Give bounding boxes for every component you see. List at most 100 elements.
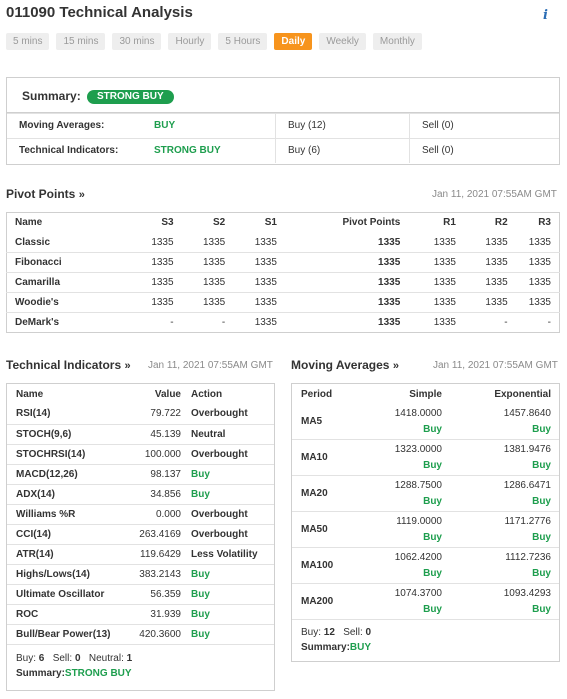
table-row: MA200 1074.3700 Buy 1093.4293 Buy — [292, 583, 559, 620]
indicator-name: Bull/Bear Power(13) — [16, 628, 111, 640]
table-row: DeMark's - - 1335 1335 1335 - - — [6, 312, 560, 333]
cell-s2: - — [221, 317, 226, 328]
neutral-count-label: Neutral: — [88, 653, 124, 664]
cell-pivot-points: 1335 — [378, 277, 401, 288]
cell-s2: 1335 — [203, 257, 226, 268]
indicator-value: 0.000 — [155, 508, 181, 520]
ma-simple-value: 1119.0000 — [396, 516, 442, 527]
tab-5-mins[interactable]: 5 mins — [6, 33, 50, 50]
technical-indicators-panel: Name Value Action RSI(14) 79.722 Overbough… — [6, 383, 275, 691]
cell-r2: 1335 — [485, 297, 508, 308]
indicator-value: 119.6429 — [140, 548, 181, 560]
moving-averages-footer: Buy: 12 Sell: 0 Summary:BUY — [292, 619, 559, 661]
summary-panel: Summary: STRONG BUY Moving Averages: BUY… — [6, 77, 560, 165]
summary-row-sell-count: Sell (0) — [422, 145, 454, 156]
moving-averages-table: Period Simple Exponential MA5 1418.0000 Bu… — [292, 384, 559, 619]
chevron-right-icon: » — [124, 360, 131, 372]
tab-daily[interactable]: Daily — [274, 33, 313, 50]
table-row: Ultimate Oscillator 56.359 Buy — [7, 584, 274, 604]
cell-s3: 1335 — [151, 277, 174, 288]
indicator-value: 383.2143 — [139, 568, 181, 580]
cell-s2: 1335 — [203, 277, 226, 288]
summary-badge: STRONG BUY — [87, 90, 174, 104]
cell-r3: 1335 — [528, 236, 551, 248]
indicator-name: Highs/Lows(14) — [16, 568, 90, 580]
indicator-name: ROC — [16, 608, 39, 620]
ma-simple-signal: Buy — [423, 532, 442, 543]
summary-row-buy-count: Buy (12) — [276, 114, 410, 138]
column-header-period: Period — [301, 388, 333, 400]
summary-value: STRONG BUY — [64, 668, 132, 679]
ma-simple-value: 1074.3700 — [394, 588, 442, 599]
summary-row-technical-indicators: Technical Indicators: STRONG BUY Buy (6)… — [7, 138, 559, 163]
indicator-action: Less Volatility — [191, 548, 258, 560]
summary-row-buy-count: Buy (6) — [276, 139, 410, 163]
cell-r1: 1335 — [433, 317, 456, 328]
indicator-name: STOCH(9,6) — [16, 428, 72, 440]
indicator-name: RSI(14) — [16, 408, 51, 420]
tab-weekly[interactable]: Weekly — [319, 33, 366, 50]
cell-s2: 1335 — [203, 297, 226, 308]
buy-count-label: Buy: — [301, 627, 322, 638]
technical-indicators-table: Name Value Action RSI(14) 79.722 Overbough… — [7, 384, 274, 644]
tab-15-mins[interactable]: 15 mins — [56, 33, 106, 50]
ma-exponential-value: 1457.8640 — [503, 408, 551, 419]
moving-averages-panel: Period Simple Exponential MA5 1418.0000 Bu… — [291, 383, 560, 662]
ma-simple-signal: Buy — [423, 568, 442, 579]
moving-averages-date: Jan 11, 2021 07:55AM GMT — [433, 360, 558, 371]
ma-period: MA200 — [301, 596, 334, 607]
summary-row-moving-averages: Moving Averages: BUY Buy (12) Sell (0) — [7, 113, 559, 138]
column-header-r2: R2 — [494, 217, 508, 229]
indicator-action: Overbought — [191, 408, 248, 420]
ma-exponential-cell: 1286.6471 Buy — [450, 476, 559, 512]
sell-count-label: Sell: — [343, 627, 363, 638]
info-icon[interactable]: i — [543, 8, 548, 23]
cell-s3: 1335 — [151, 297, 174, 308]
column-header-value: Value — [154, 388, 181, 400]
technical-indicators-link[interactable]: Technical Indicators » — [6, 358, 131, 372]
table-row: Woodie's 1335 1335 1335 1335 1335 1335 1335 — [6, 292, 560, 313]
column-header-simple: Simple — [409, 388, 442, 400]
table-row: STOCHRSI(14) 100.000 Overbought — [7, 444, 274, 464]
cell-s3: 1335 — [151, 257, 174, 268]
chevron-right-icon: » — [78, 189, 85, 201]
ma-simple-cell: 1418.0000 Buy — [362, 404, 450, 440]
column-header-s2: S2 — [213, 217, 226, 229]
tab-hourly[interactable]: Hourly — [168, 33, 212, 50]
ma-simple-cell: 1062.4200 Buy — [362, 548, 450, 584]
ma-exponential-value: 1286.6471 — [503, 480, 551, 491]
table-header-row: Name S3 S2 S1 Pivot Points R1 R2 R3 — [7, 213, 560, 233]
table-row: Fibonacci 1335 1335 1335 1335 1335 1335 1335 — [6, 252, 560, 273]
cell-r3: 1335 — [528, 297, 551, 308]
table-row: Highs/Lows(14) 383.2143 Buy — [7, 564, 274, 584]
technical-indicators-date: Jan 11, 2021 07:55AM GMT — [148, 360, 273, 371]
cell-r2: - — [504, 317, 508, 328]
indicator-action: Buy — [191, 468, 210, 480]
table-row: RSI(14) 79.722 Overbought — [7, 404, 274, 424]
buy-count: 12 — [323, 627, 335, 638]
cell-s3: 1335 — [151, 236, 174, 248]
column-header-exponential: Exponential — [494, 388, 551, 400]
tab-monthly[interactable]: Monthly — [372, 33, 422, 50]
tab-30-mins[interactable]: 30 mins — [112, 33, 162, 50]
cell-pivot-points: 1335 — [378, 317, 401, 328]
buy-count-label: Buy: — [16, 653, 37, 664]
table-row: ATR(14) 119.6429 Less Volatility — [7, 544, 274, 564]
indicator-value: 31.939 — [150, 608, 181, 620]
tab-5-hours[interactable]: 5 Hours — [218, 33, 268, 50]
cell-r1: 1335 — [433, 236, 456, 248]
ma-period: MA100 — [301, 560, 334, 571]
indicator-value: 56.359 — [150, 588, 181, 600]
table-row: MACD(12,26) 98.137 Buy — [7, 464, 274, 484]
moving-averages-link[interactable]: Moving Averages » — [291, 358, 399, 372]
cell-s1: 1335 — [254, 277, 277, 288]
table-row: MA5 1418.0000 Buy 1457.8640 Buy — [292, 404, 559, 440]
ma-period: MA20 — [301, 488, 328, 499]
pivot-points-link[interactable]: Pivot Points » — [6, 187, 85, 201]
column-header-name: Name — [15, 217, 43, 229]
neutral-count: 1 — [126, 653, 133, 664]
ma-simple-signal: Buy — [423, 460, 442, 471]
indicator-action: Neutral — [191, 428, 226, 440]
cell-s2: 1335 — [203, 236, 226, 248]
ma-exponential-cell: 1112.7236 Buy — [450, 548, 559, 584]
